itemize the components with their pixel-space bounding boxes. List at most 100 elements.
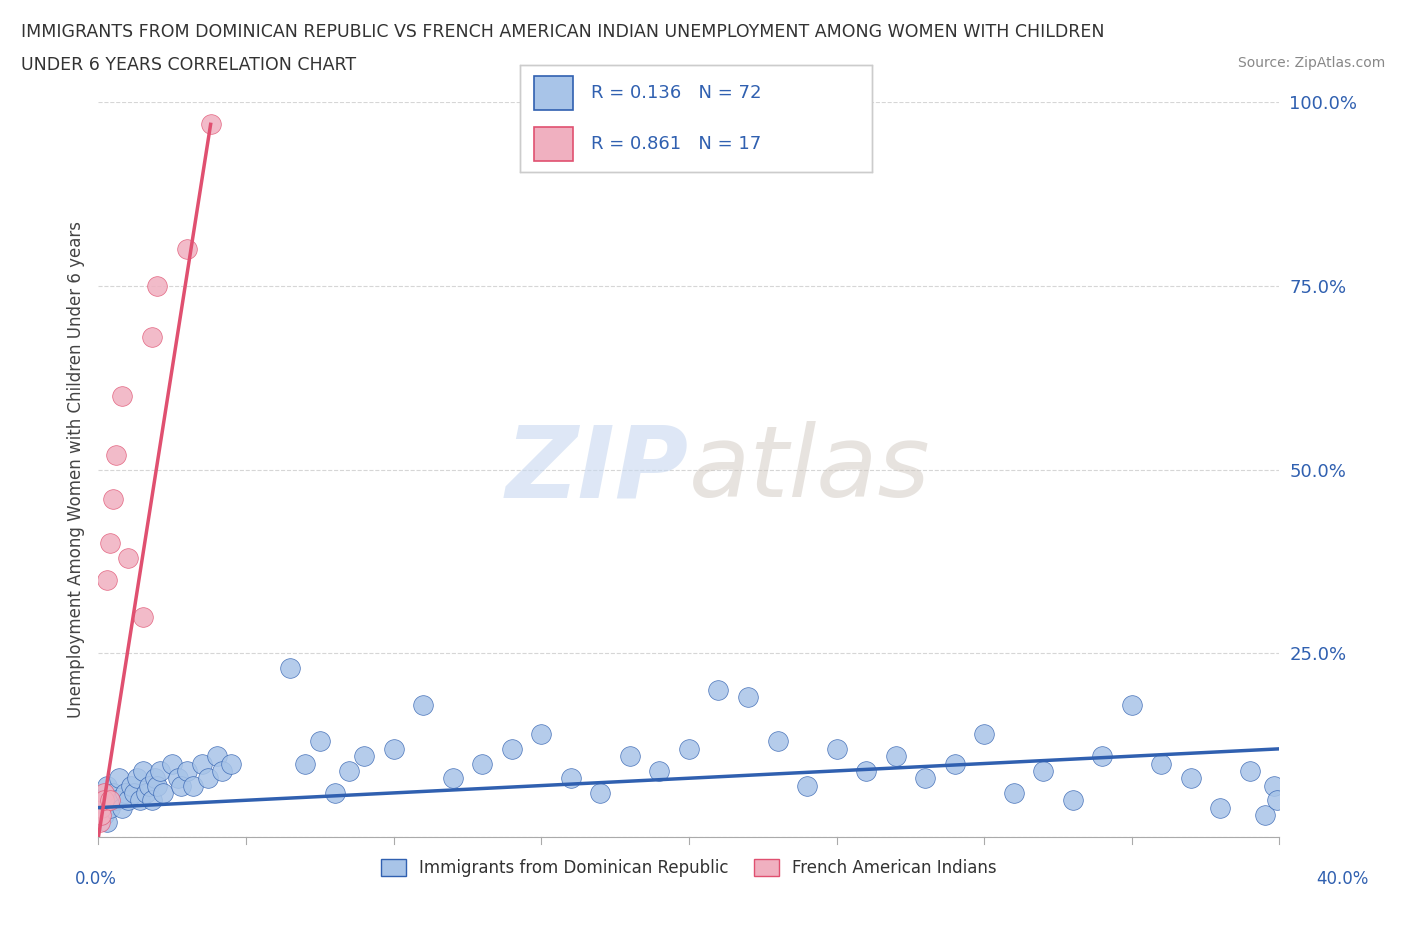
Point <box>98 792 121 807</box>
Point <box>191 756 214 771</box>
Point <box>167 771 190 786</box>
Point <box>111 389 134 404</box>
Legend: Immigrants from Dominican Republic, French American Indians: Immigrants from Dominican Republic, Fren… <box>374 852 1004 883</box>
Point <box>93 786 115 801</box>
Point <box>117 551 139 565</box>
Point <box>1091 749 1114 764</box>
Point <box>353 749 375 764</box>
Point <box>98 800 121 815</box>
Point <box>855 764 877 778</box>
FancyBboxPatch shape <box>534 127 574 162</box>
Point <box>93 807 115 822</box>
Point <box>181 778 204 793</box>
Point <box>221 756 243 771</box>
Point <box>973 726 995 741</box>
Point <box>211 764 233 778</box>
Point <box>125 771 148 786</box>
Point <box>323 786 346 801</box>
Point <box>132 609 155 624</box>
Text: Source: ZipAtlas.com: Source: ZipAtlas.com <box>1237 56 1385 70</box>
Point <box>943 756 966 771</box>
Point <box>1265 792 1288 807</box>
Point <box>90 792 112 807</box>
Point <box>560 771 582 786</box>
Point <box>122 786 145 801</box>
Point <box>737 690 759 705</box>
Point <box>1180 771 1202 786</box>
Point <box>103 786 125 801</box>
Point <box>98 536 121 551</box>
Point <box>170 778 193 793</box>
Point <box>825 741 848 756</box>
Point <box>146 279 169 294</box>
Point <box>648 764 671 778</box>
Point <box>108 771 131 786</box>
Point <box>138 778 160 793</box>
Point <box>128 792 150 807</box>
Text: 40.0%: 40.0% <box>1316 870 1369 888</box>
Point <box>412 698 434 712</box>
Point <box>796 778 818 793</box>
Point <box>162 756 183 771</box>
Point <box>1239 764 1261 778</box>
Point <box>103 492 125 507</box>
Point <box>1263 778 1285 793</box>
Point <box>382 741 405 756</box>
Point <box>105 447 128 462</box>
Point <box>96 573 118 588</box>
Point <box>114 786 136 801</box>
Point <box>90 807 112 822</box>
Text: R = 0.136   N = 72: R = 0.136 N = 72 <box>591 84 761 102</box>
Point <box>1062 792 1084 807</box>
Point <box>120 778 142 793</box>
Point <box>143 771 166 786</box>
Point <box>1032 764 1054 778</box>
Point <box>117 792 139 807</box>
Point <box>678 741 700 756</box>
Text: atlas: atlas <box>689 421 931 518</box>
Text: IMMIGRANTS FROM DOMINICAN REPUBLIC VS FRENCH AMERICAN INDIAN UNEMPLOYMENT AMONG : IMMIGRANTS FROM DOMINICAN REPUBLIC VS FR… <box>21 23 1105 41</box>
Point <box>530 726 553 741</box>
Point <box>501 741 523 756</box>
Point <box>96 815 118 830</box>
Point <box>152 786 174 801</box>
FancyBboxPatch shape <box>534 76 574 110</box>
Point <box>914 771 936 786</box>
Point <box>141 792 163 807</box>
Point <box>339 764 361 778</box>
Y-axis label: Unemployment Among Women with Children Under 6 years: Unemployment Among Women with Children U… <box>66 221 84 718</box>
Text: ZIP: ZIP <box>506 421 689 518</box>
Point <box>176 764 198 778</box>
Point <box>93 792 115 807</box>
Point <box>141 330 163 345</box>
Point <box>1254 807 1277 822</box>
Point <box>132 764 155 778</box>
Text: R = 0.861   N = 17: R = 0.861 N = 17 <box>591 135 761 153</box>
Point <box>280 660 302 675</box>
Text: UNDER 6 YEARS CORRELATION CHART: UNDER 6 YEARS CORRELATION CHART <box>21 56 356 73</box>
Point <box>589 786 612 801</box>
Point <box>441 771 464 786</box>
Point <box>146 778 169 793</box>
Point <box>471 756 494 771</box>
Point <box>135 786 157 801</box>
Point <box>294 756 316 771</box>
Point <box>111 800 134 815</box>
Point <box>707 683 730 698</box>
Point <box>149 764 172 778</box>
Point <box>884 749 907 764</box>
Point <box>89 815 111 830</box>
Point <box>1209 800 1232 815</box>
Point <box>90 800 112 815</box>
Text: 0.0%: 0.0% <box>75 870 117 888</box>
Point <box>200 117 222 132</box>
Point <box>105 792 128 807</box>
Point <box>1121 698 1143 712</box>
Point <box>309 734 332 749</box>
Point <box>176 242 198 257</box>
Point <box>619 749 641 764</box>
Point <box>766 734 789 749</box>
Point <box>96 778 118 793</box>
Point <box>1002 786 1025 801</box>
Point <box>205 749 228 764</box>
